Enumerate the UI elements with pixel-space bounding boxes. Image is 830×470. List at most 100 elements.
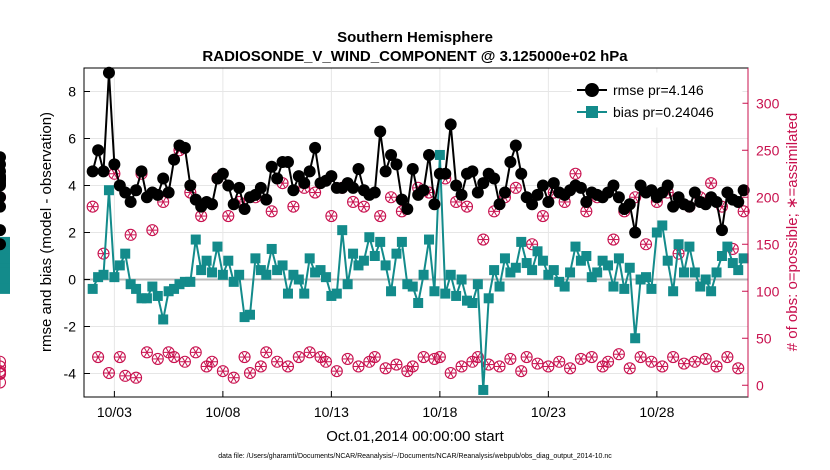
obs-assimilated-stroke	[469, 357, 476, 367]
rmse-point	[493, 198, 506, 211]
rmse-point	[157, 172, 170, 185]
obs-assimilated-stroke	[257, 361, 264, 372]
obs-assimilated-point	[266, 206, 277, 216]
obs-assimilated-stroke	[404, 366, 411, 376]
obs-possible-point	[0, 360, 7, 373]
bias-point	[380, 260, 391, 271]
obs-assimilated-point	[554, 357, 565, 367]
bias-point	[207, 267, 218, 278]
bias-point	[386, 286, 397, 297]
obs-possible-point	[737, 205, 750, 218]
bias-point	[532, 246, 543, 257]
obs-assimilated-stroke	[312, 187, 319, 198]
obs-possible-point	[368, 350, 381, 364]
bias-point	[434, 149, 445, 160]
obs-assimilated-point	[565, 363, 576, 373]
y-right-tick-label: 150	[756, 236, 780, 252]
rmse-point	[0, 174, 6, 187]
bias-point	[472, 279, 483, 290]
obs-assimilated-stroke	[409, 361, 416, 372]
obs-assimilated-stroke	[209, 357, 215, 367]
rmse-point	[238, 203, 251, 215]
obs-assimilated-stroke	[247, 368, 253, 378]
obs-assimilated-stroke	[588, 352, 595, 362]
bias-point	[684, 241, 695, 252]
bias-point	[429, 286, 440, 297]
bias-point	[391, 248, 402, 259]
bias-point	[136, 293, 147, 304]
bias-point	[613, 253, 624, 264]
obs-possible-point	[477, 233, 490, 246]
obs-assimilated-stroke	[306, 347, 313, 357]
obs-assimilated-stroke	[241, 352, 248, 362]
y-right-tick-label: 100	[756, 283, 780, 299]
bias-point	[418, 269, 429, 280]
obs-assimilated-stroke	[198, 211, 205, 221]
bias-point	[678, 267, 689, 278]
obs-assimilated-stroke	[729, 244, 736, 254]
obs-assimilated-point	[689, 357, 700, 367]
obs-possible-point	[140, 346, 153, 359]
rmse-point	[271, 172, 284, 185]
bias-point	[592, 267, 603, 278]
rmse-point	[222, 179, 235, 192]
rmse-point	[683, 200, 696, 213]
rmse-point	[509, 139, 522, 152]
bias-point	[348, 248, 359, 259]
rmse-point	[542, 195, 555, 208]
rmse-point	[667, 200, 680, 213]
rmse-point	[119, 186, 132, 199]
bias-point	[223, 255, 234, 266]
obs-assimilated-stroke	[724, 352, 731, 362]
obs-possible-point	[379, 362, 392, 375]
obs-assimilated-stroke	[719, 202, 725, 212]
x-tick-label: 10/03	[97, 404, 132, 420]
obs-assimilated-point	[386, 192, 397, 202]
bias-point	[413, 298, 424, 308]
obs-assimilated-stroke	[610, 234, 617, 245]
obs-assimilated-point	[537, 211, 548, 221]
obs-possible-point	[721, 350, 734, 364]
rmse-point	[298, 177, 311, 190]
bias-point	[0, 274, 10, 285]
rmse-point	[401, 203, 414, 215]
bias-point	[277, 260, 288, 271]
obs-assimilated-stroke	[95, 352, 102, 362]
bias-point	[282, 288, 293, 299]
obs-assimilated-point	[700, 354, 711, 364]
bias-point	[288, 269, 299, 280]
x-tick-label: 10/13	[314, 404, 349, 420]
rmse-point	[352, 163, 365, 176]
bias-point	[499, 253, 510, 264]
obs-assimilated-point	[223, 211, 234, 221]
obs-possible-point	[656, 360, 669, 373]
obs-assimilated-stroke	[154, 354, 161, 364]
obs-possible-point	[260, 346, 273, 359]
y-axis-left: -4 -2 0 2 4 6 8	[64, 84, 90, 382]
obs-possible-point	[222, 210, 235, 223]
obs-possible-point	[504, 352, 517, 365]
obs-assimilated-stroke	[274, 357, 281, 367]
obs-assimilated-point	[657, 361, 668, 372]
bias-point	[467, 298, 478, 308]
obs-possible-point	[433, 350, 446, 364]
obs-assimilated-point	[239, 352, 250, 362]
obs-assimilated-stroke	[572, 169, 579, 179]
obs-assimilated-stroke	[545, 361, 552, 372]
obs-assimilated-point	[103, 368, 114, 378]
rmse-point	[233, 181, 246, 194]
obs-assimilated-stroke	[518, 366, 525, 376]
obs-possible-point	[585, 350, 598, 364]
obs-assimilated-point	[293, 352, 304, 362]
obs-possible-point	[623, 362, 636, 375]
rmse-point	[515, 167, 528, 180]
obs-possible-point	[542, 360, 555, 373]
obs-assimilated-point	[532, 359, 543, 369]
rmse-point	[661, 179, 674, 192]
rmse-point	[450, 179, 463, 192]
obs-assimilated-point	[120, 371, 131, 381]
obs-possible-point	[374, 210, 387, 223]
rmse-point	[206, 198, 219, 211]
y-left-tick-label: 0	[68, 272, 76, 288]
bias-point	[641, 272, 652, 283]
